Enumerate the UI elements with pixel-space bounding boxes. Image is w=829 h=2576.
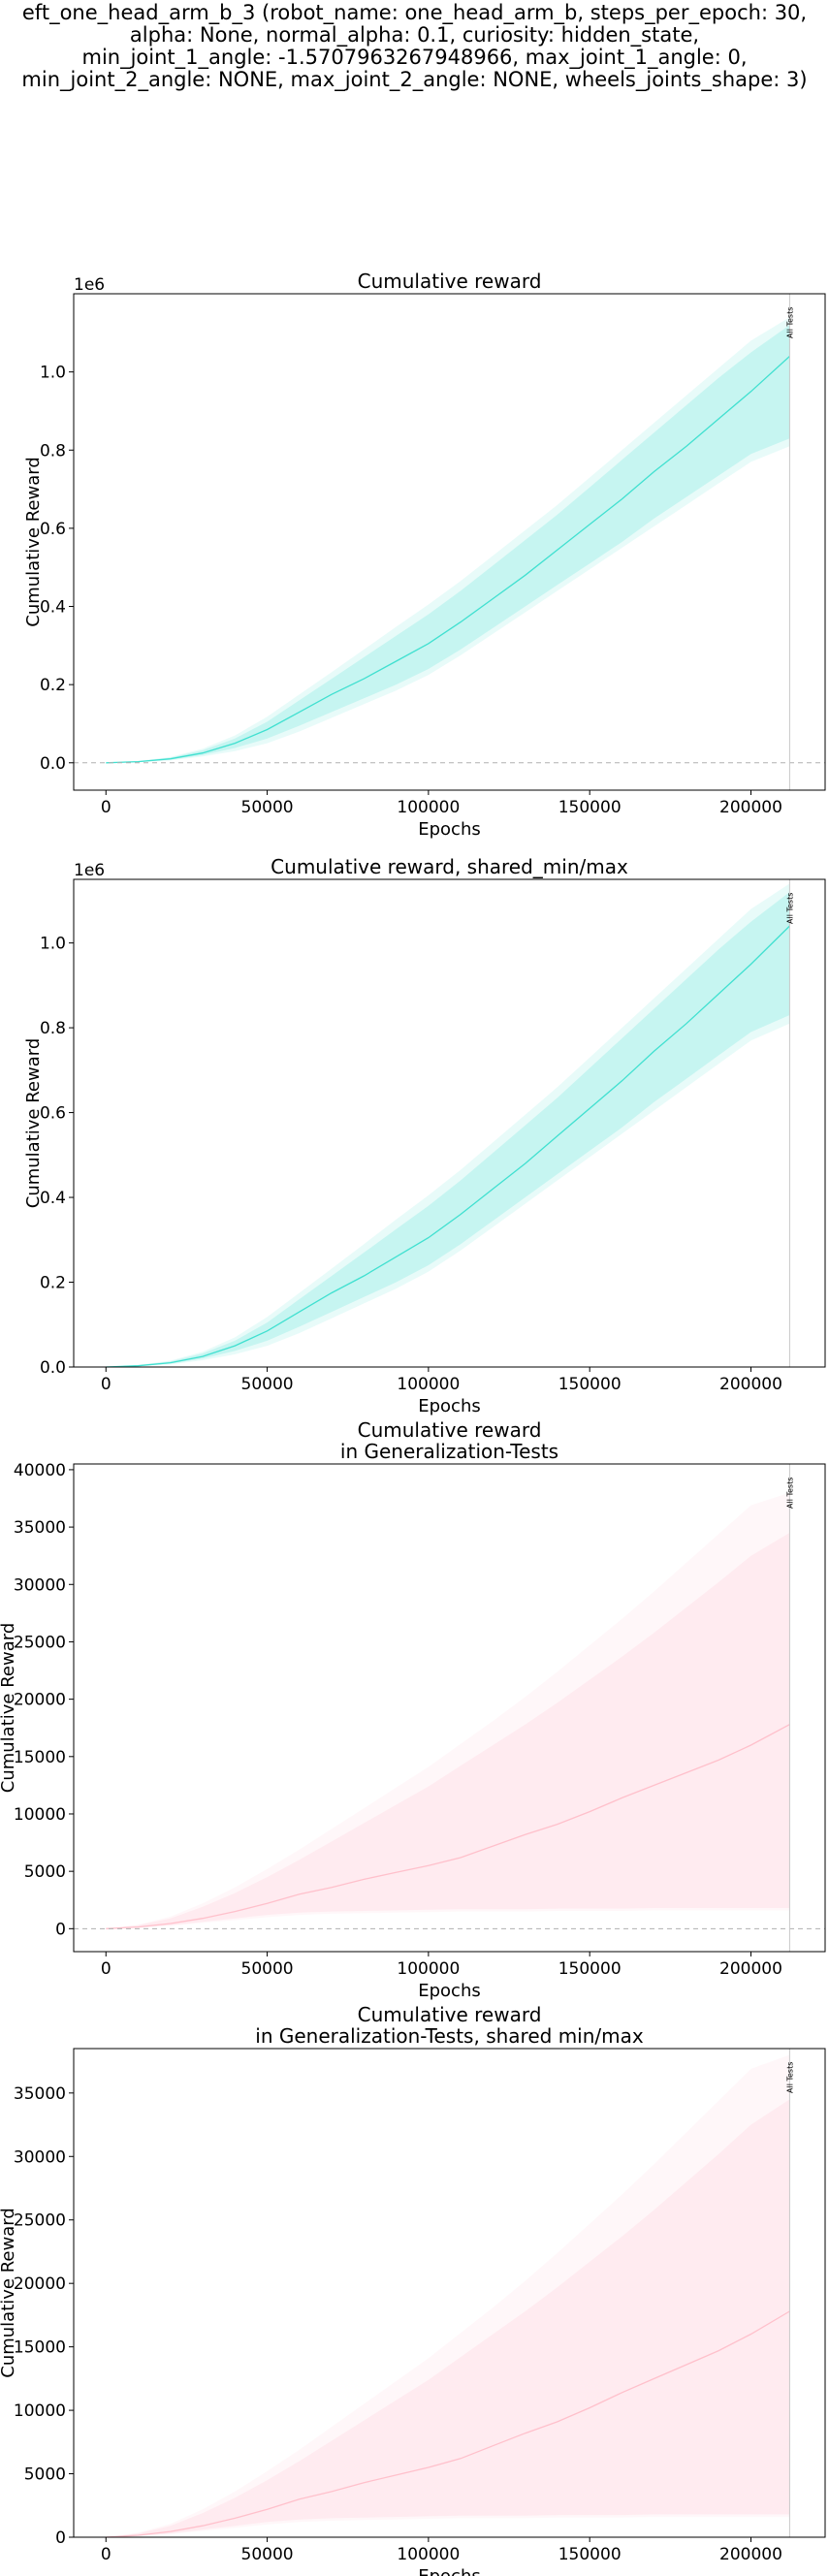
y-tick-label: 0.0 <box>40 754 66 774</box>
x-axis-label: Epochs <box>418 2566 481 2576</box>
x-tick-label: 50000 <box>241 1959 294 1979</box>
y-tick-label: 0.2 <box>40 676 66 695</box>
y-tick-label: 1.0 <box>40 935 66 954</box>
y-tick-label: 0.0 <box>40 1358 66 1378</box>
x-tick-label: 0 <box>101 2545 112 2564</box>
chart-1: All Tests 0 50000 100000 150000 200000 0.0 0.2 0… <box>23 270 826 840</box>
all-tests-marker-label: All Tests <box>785 307 794 338</box>
x-tick-label: 0 <box>101 1959 112 1979</box>
figure-title-line: alpha: None, normal_alpha: 0.1, curiosit… <box>129 23 700 47</box>
y-tick-label: 40000 <box>14 1461 66 1480</box>
inner-range-band <box>106 325 790 763</box>
plot-frame <box>73 2048 826 2538</box>
mean-line <box>106 1724 790 1929</box>
x-tick-label: 150000 <box>558 798 622 817</box>
plot-frame <box>73 878 826 1368</box>
y-tick-label: 15000 <box>14 1748 66 1767</box>
y-offset-label: 1e6 <box>74 861 105 880</box>
inner-range-band <box>106 892 790 1367</box>
y-tick-label: 0.4 <box>40 598 66 618</box>
x-tick-label: 100000 <box>397 798 460 817</box>
chart-title: Cumulative reward <box>358 1418 542 1442</box>
y-tick-label: 0 <box>55 1920 66 1939</box>
y-tick-label: 35000 <box>14 2084 66 2104</box>
chart-title: Cumulative reward, shared_min/max <box>271 855 628 878</box>
x-tick-label: 150000 <box>558 1959 622 1979</box>
y-tick-label: 20000 <box>14 2274 66 2294</box>
outer-range-band <box>106 883 790 1367</box>
y-tick-label: 10000 <box>14 2401 66 2421</box>
figure-title-line: min_joint_2_angle: NONE, max_joint_2_ang… <box>21 68 808 91</box>
mean-line <box>106 925 790 1368</box>
y-tick-label: 1.0 <box>40 364 66 383</box>
figure-title-line: eft_one_head_arm_b_3 (robot_name: one_he… <box>21 1 808 24</box>
plot-frame <box>73 1463 826 1953</box>
chart-2: All Tests 0 50000 100000 150000 200000 0.0 0.2 0… <box>23 855 826 1416</box>
y-axis-label: Cumulative Reward <box>0 1623 18 1794</box>
x-tick-label: 200000 <box>719 1959 782 1979</box>
x-tick-label: 200000 <box>719 798 782 817</box>
figure-title: eft_one_head_arm_b_3 (robot_name: one_he… <box>0 0 829 91</box>
y-tick-label: 0 <box>55 2528 66 2548</box>
y-tick-label: 30000 <box>14 2147 66 2167</box>
x-axis-label: Epochs <box>418 1396 481 1416</box>
x-axis-label: Epochs <box>418 819 481 840</box>
y-tick-label: 0.6 <box>40 520 66 539</box>
x-tick-label: 0 <box>101 1375 112 1394</box>
x-tick-label: 50000 <box>241 2545 294 2564</box>
all-tests-marker-label: All Tests <box>785 1478 794 1509</box>
y-tick-label: 30000 <box>14 1575 66 1595</box>
y-axis-label: Cumulative Reward <box>23 457 44 627</box>
inner-range-band <box>106 1533 790 1929</box>
y-tick-label: 5000 <box>24 2465 66 2485</box>
mean-line <box>106 356 790 764</box>
x-tick-label: 200000 <box>719 1375 782 1394</box>
y-tick-label: 25000 <box>14 2211 66 2231</box>
y-tick-label: 0.6 <box>40 1104 66 1124</box>
y-axis-label: Cumulative Reward <box>0 2208 18 2378</box>
y-tick-label: 0.2 <box>40 1274 66 1293</box>
chart-4: All Tests 0 50000 100000 150000 200000 0 5000 10… <box>0 2003 826 2576</box>
y-offset-label: 1e6 <box>74 275 105 295</box>
y-tick-label: 15000 <box>14 2338 66 2358</box>
y-tick-label: 35000 <box>14 1518 66 1538</box>
plot-frame <box>73 293 826 791</box>
x-axis-label: Epochs <box>418 1981 481 2001</box>
y-tick-label: 0.4 <box>40 1189 66 1208</box>
figure-title-line: min_joint_1_angle: -1.5707963267948966, … <box>81 46 748 69</box>
x-tick-label: 100000 <box>397 1375 460 1394</box>
mean-line <box>106 2310 790 2538</box>
y-tick-label: 0.8 <box>40 441 66 461</box>
all-tests-marker-label: All Tests <box>785 2062 794 2093</box>
x-tick-label: 150000 <box>558 2545 622 2564</box>
outer-range-band <box>106 317 790 763</box>
chart-title: in Generalization-Tests <box>340 1440 558 1463</box>
outer-range-band <box>106 1492 790 1929</box>
y-axis-label: Cumulative Reward <box>23 1038 44 1209</box>
chart-3: All Tests 0 50000 100000 150000 200000 0 5000 10… <box>0 1418 826 2001</box>
y-tick-label: 20000 <box>14 1691 66 1710</box>
y-tick-label: 25000 <box>14 1633 66 1652</box>
y-tick-label: 10000 <box>14 1805 66 1825</box>
x-tick-label: 50000 <box>241 798 294 817</box>
x-tick-label: 0 <box>101 798 112 817</box>
chart-title: Cumulative reward <box>358 270 542 293</box>
inner-range-band <box>106 2099 790 2537</box>
x-tick-label: 150000 <box>558 1375 622 1394</box>
all-tests-marker-label: All Tests <box>785 893 794 924</box>
chart-title: in Generalization-Tests, shared min/max <box>255 2024 644 2048</box>
outer-range-band <box>106 2054 790 2537</box>
chart-title: Cumulative reward <box>358 2003 542 2026</box>
x-tick-label: 200000 <box>719 2545 782 2564</box>
y-tick-label: 5000 <box>24 1862 66 1882</box>
x-tick-label: 50000 <box>241 1375 294 1394</box>
x-tick-label: 100000 <box>397 2545 460 2564</box>
y-tick-label: 0.8 <box>40 1019 66 1038</box>
x-tick-label: 100000 <box>397 1959 460 1979</box>
